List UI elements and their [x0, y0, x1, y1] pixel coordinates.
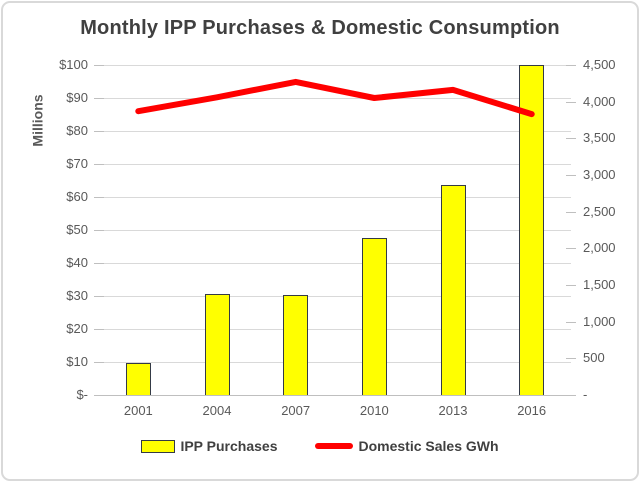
- gridline: [99, 263, 571, 264]
- left-axis-tick: [94, 164, 104, 165]
- left-axis-tick: [94, 296, 104, 297]
- right-axis-tick: [566, 321, 576, 323]
- right-axis-tick-label: 3,000: [583, 167, 616, 182]
- gridline: [99, 230, 571, 231]
- gridline: [99, 131, 571, 132]
- right-axis-tick: [566, 101, 576, 103]
- legend-swatch-line-icon: [315, 443, 354, 449]
- left-axis-tick-label: $70: [66, 156, 88, 171]
- right-axis-tick-label: 3,500: [583, 130, 616, 146]
- right-axis-tick-label: 1,000: [583, 313, 616, 329]
- bars-layer: [99, 65, 571, 395]
- right-axis-tick: [566, 175, 576, 176]
- left-axis-tick-label: $60: [66, 189, 88, 204]
- right-axis-tick-label: 4,500: [583, 57, 616, 72]
- gridline: [99, 65, 571, 66]
- gridline: [99, 98, 571, 99]
- gridline: [99, 164, 571, 165]
- left-axis-tick-label: $90: [66, 90, 88, 105]
- right-axis-tick: [566, 395, 576, 396]
- gridline: [99, 296, 571, 297]
- right-axis-tick-label: 4,000: [583, 93, 616, 109]
- left-axis-tick-label: $-: [76, 387, 88, 402]
- x-axis-tick-label: 2010: [359, 403, 389, 418]
- left-axis-tick: [94, 98, 104, 99]
- x-axis-tick-label: 2007: [281, 403, 311, 418]
- gridline: [99, 329, 571, 330]
- legend-label: Domestic Sales GWh: [358, 438, 499, 454]
- x-axis-tick-label: 2004: [202, 403, 232, 418]
- left-axis-tick-label: $40: [66, 255, 88, 270]
- bar-2010: [361, 238, 387, 395]
- right-axis-tick: [566, 285, 576, 286]
- left-axis-tick-label: $100: [59, 57, 88, 72]
- x-axis-tick-label: 2001: [123, 403, 153, 418]
- legend-item-domestic-sales: Domestic Sales GWh: [315, 438, 499, 454]
- left-axis-tick-label: $80: [66, 123, 88, 138]
- left-axis-tick-label: $30: [66, 288, 88, 303]
- right-axis-tick-label: 1,500: [583, 277, 616, 292]
- x-axis-line: [99, 395, 571, 396]
- left-axis-tick: [94, 362, 104, 363]
- left-axis-tick: [94, 65, 104, 66]
- gridlines-layer: [99, 65, 571, 396]
- right-axis-tick-label: 2,500: [583, 203, 616, 219]
- right-axis-tick: [566, 138, 576, 140]
- legend-swatch-bar-icon: [141, 439, 176, 453]
- left-axis-tick: [94, 263, 104, 264]
- right-axis-tick: [566, 248, 576, 250]
- gridline: [99, 197, 571, 198]
- left-axis-tick: [94, 395, 104, 396]
- legend: IPP Purchases Domestic Sales GWh: [0, 438, 640, 454]
- bar-2004: [204, 294, 230, 395]
- plot-area: [99, 65, 571, 396]
- x-axis-tick-label: 2016: [517, 403, 547, 418]
- line-series-domestic-sales: [135, 78, 535, 118]
- left-axis-tick: [94, 230, 104, 231]
- left-axis-tick: [94, 131, 104, 132]
- right-axis-tick: [566, 358, 576, 360]
- right-axis-tick-label: -: [583, 387, 588, 402]
- left-axis-tick-label: $50: [66, 222, 88, 237]
- right-axis-tick: [566, 65, 576, 66]
- left-axis-tick: [94, 197, 104, 198]
- chart-title: Monthly IPP Purchases & Domestic Consump…: [80, 17, 560, 39]
- legend-item-ipp-purchases: IPP Purchases: [141, 438, 277, 454]
- left-axis-tick-label: $20: [66, 321, 88, 336]
- x-axis-tick-label: 2013: [438, 403, 468, 418]
- bar-2007: [283, 295, 309, 395]
- right-axis-tick: [566, 211, 576, 213]
- bar-2013: [440, 185, 466, 395]
- legend-label: IPP Purchases: [180, 438, 278, 454]
- right-axis-tick-label: 2,000: [583, 240, 616, 256]
- bar-2016: [519, 65, 545, 395]
- left-axis-tick-label: $10: [66, 354, 88, 369]
- bar-2001: [125, 363, 151, 395]
- right-axis-tick-label: 500: [583, 350, 605, 366]
- left-axis-tick: [94, 329, 104, 330]
- gridline: [99, 362, 571, 363]
